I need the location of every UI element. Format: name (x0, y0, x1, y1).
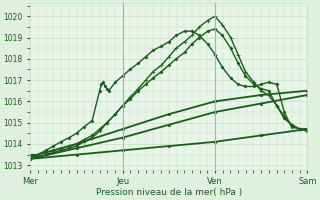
X-axis label: Pression niveau de la mer( hPa ): Pression niveau de la mer( hPa ) (96, 188, 242, 197)
